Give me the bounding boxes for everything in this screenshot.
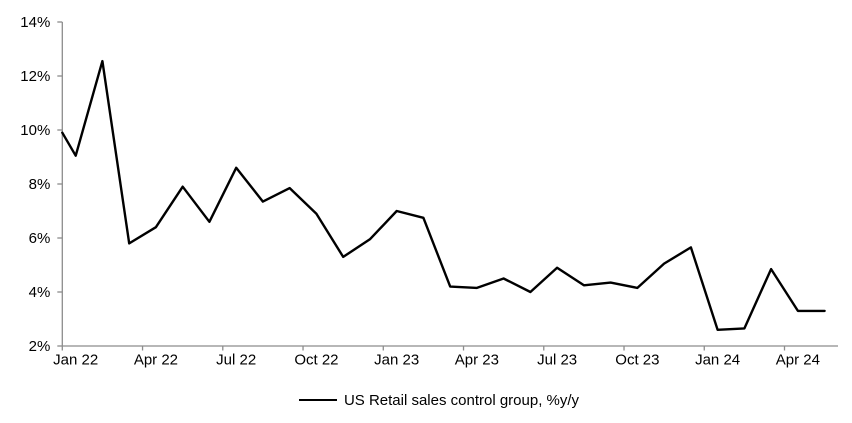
y-tick-label: 14% xyxy=(20,14,50,31)
y-tick-label: 6% xyxy=(29,230,51,247)
legend-label: US Retail sales control group, %y/y xyxy=(343,391,580,409)
y-tick-label: 8% xyxy=(29,176,51,193)
y-axis-labels: 2% 4% 6% 8% 10% 12% 14% xyxy=(20,14,50,355)
x-tick-label: Apr 23 xyxy=(455,352,499,369)
y-tick-label: 12% xyxy=(20,68,50,85)
x-tick-label: Oct 23 xyxy=(615,352,659,369)
chart-legend: US Retail sales control group, %y/y xyxy=(0,389,852,411)
x-tick-label: Oct 22 xyxy=(294,352,338,369)
x-tick-label: Jan 22 xyxy=(53,352,98,369)
y-axis-ticks xyxy=(57,21,63,347)
x-tick-label: Jan 24 xyxy=(695,352,740,369)
x-tick-label: Apr 22 xyxy=(134,352,178,369)
x-tick-label: Jan 23 xyxy=(374,352,419,369)
x-axis-labels: Jan 22 Apr 22 Jul 22 Oct 22 Jan 23 Apr 23 Jul … xyxy=(53,352,820,369)
x-tick-label: Jul 22 xyxy=(216,352,256,369)
y-tick-label: 4% xyxy=(29,284,51,301)
y-tick-label: 2% xyxy=(29,338,51,355)
x-tick-label: Apr 24 xyxy=(776,352,820,369)
x-tick-label: Jul 23 xyxy=(537,352,577,369)
series-line xyxy=(61,59,826,331)
x-axis-ticks xyxy=(61,346,786,351)
legend-line-sample xyxy=(298,399,337,401)
y-tick-label: 10% xyxy=(20,122,50,139)
